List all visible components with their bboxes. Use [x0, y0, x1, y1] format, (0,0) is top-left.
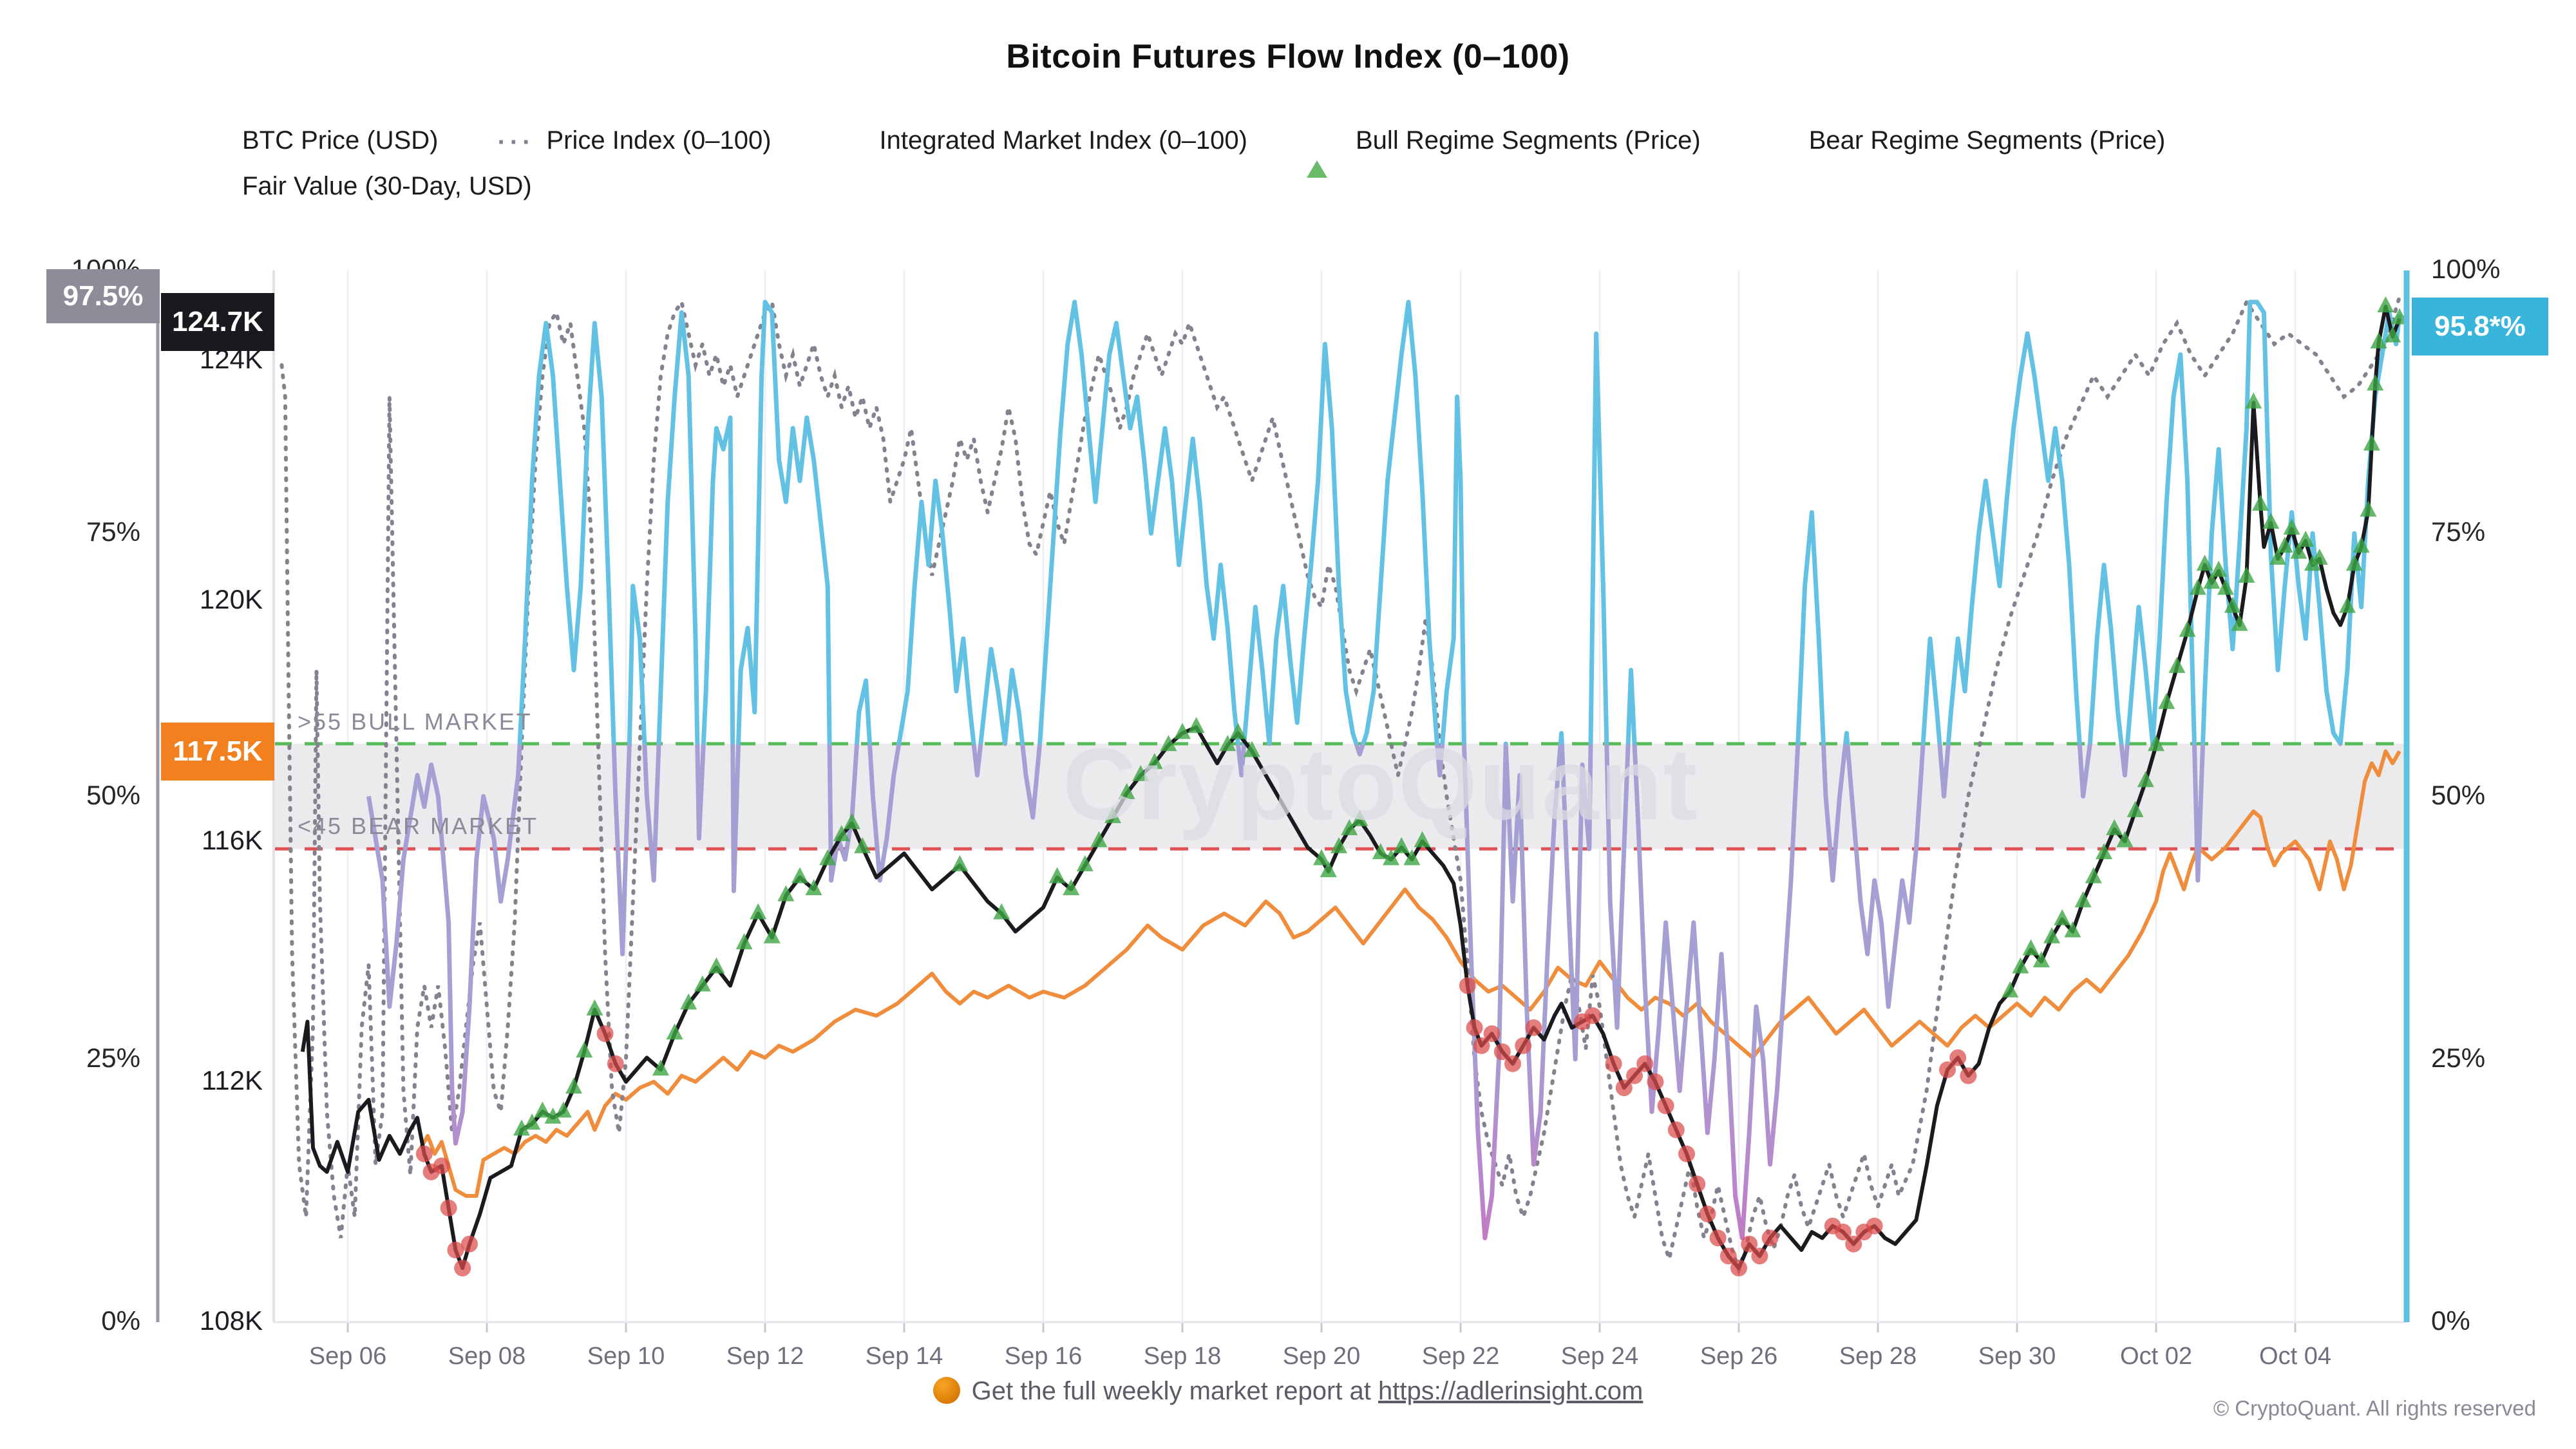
- report-link[interactable]: https://adlerinsight.com: [1378, 1377, 1643, 1405]
- legend-item-btc-price: BTC Price (USD): [193, 126, 438, 155]
- legend-item-label: Price Index (0–100): [546, 126, 772, 155]
- fair-value-line: [419, 749, 2401, 1198]
- right-percent-tick: 25%: [2431, 1042, 2486, 1073]
- right-percent-tick: 0%: [2431, 1305, 2470, 1336]
- legend-item-label: Fair Value (30-Day, USD): [242, 172, 532, 200]
- legend-item-price-index: ··· Price Index (0–100): [497, 126, 771, 155]
- integrated-market-index-line: [366, 299, 2402, 1240]
- orange-dot-icon: [933, 1377, 960, 1405]
- x-axis-tick: Sep 18: [1143, 1343, 1222, 1370]
- x-axis-tick: Sep 10: [587, 1343, 665, 1370]
- right-percent-tick: 75%: [2431, 516, 2486, 547]
- right-percent-tick: 50%: [2431, 779, 2486, 810]
- legend-item-label: Integrated Market Index (0–100): [879, 126, 1247, 155]
- left-percent-tick: 75%: [86, 516, 140, 547]
- legend-item-bear-segments: Bear Regime Segments (Price): [1760, 126, 2166, 155]
- regime-markers: [415, 296, 2408, 1277]
- legend-item-fair-value: Fair Value (30-Day, USD): [193, 172, 532, 201]
- x-axis-tick: Sep 22: [1421, 1343, 1500, 1370]
- x-axis-tick: Sep 26: [1700, 1343, 1778, 1370]
- left-percent-tick: 0%: [101, 1305, 140, 1336]
- x-axis-tick: Sep 08: [448, 1343, 526, 1370]
- bull-threshold-annotation: >55 BULL MARKET: [298, 708, 533, 735]
- price-index-last-badge: 97.5%: [46, 269, 160, 323]
- dotted-line-icon: ···: [497, 128, 535, 156]
- x-axis-tick: Oct 04: [2259, 1343, 2331, 1370]
- legend: BTC Price (USD) ··· Price Index (0–100) …: [193, 126, 2415, 218]
- market-index-last-badge: 95.8*%: [2412, 298, 2548, 355]
- x-axis-tick: Sep 12: [726, 1343, 804, 1370]
- left-percent-tick: 50%: [86, 779, 140, 810]
- legend-row-2: Fair Value (30-Day, USD): [193, 172, 2415, 201]
- cryptoquant-watermark: CryptoQuant: [1063, 728, 1699, 841]
- bear-threshold-annotation: <45 BEAR MARKET: [298, 813, 539, 839]
- left-price-tick: 120K: [199, 584, 263, 615]
- left-price-tick: 108K: [199, 1305, 263, 1336]
- left-price-tick: 112K: [202, 1065, 263, 1095]
- fair-value-last-badge: 117.5K: [161, 723, 274, 781]
- footer-text: Get the full weekly market report at: [971, 1377, 1379, 1405]
- footer-report-banner: Get the full weekly market report at htt…: [0, 1377, 2576, 1406]
- x-axis-tick: Sep 14: [865, 1343, 943, 1370]
- legend-item-market-index: Integrated Market Index (0–100): [831, 126, 1247, 155]
- legend-row-1: BTC Price (USD) ··· Price Index (0–100) …: [193, 126, 2415, 178]
- x-axis-tick: Sep 20: [1282, 1343, 1361, 1370]
- x-axis-tick: Sep 16: [1004, 1343, 1083, 1370]
- left-price-tick: 116K: [202, 824, 263, 855]
- x-axis-tick: Sep 24: [1560, 1343, 1639, 1370]
- price-index-line: [279, 294, 2401, 1276]
- legend-item-label: Bull Regime Segments (Price): [1356, 126, 1701, 155]
- left-percent-tick: 25%: [86, 1042, 140, 1073]
- right-percent-tick: 100%: [2431, 254, 2501, 284]
- btc-price-last-badge: 124.7K: [161, 293, 274, 351]
- copyright-notice: © CryptoQuant. All rights reserved: [2213, 1396, 2536, 1420]
- x-axis-tick: Sep 06: [308, 1343, 387, 1370]
- page-title: Bitcoin Futures Flow Index (0–100): [1006, 38, 1570, 75]
- x-axis-tick: Sep 28: [1839, 1343, 1917, 1370]
- legend-item-bull-segments: Bull Regime Segments (Price): [1307, 126, 1701, 178]
- legend-item-label: BTC Price (USD): [242, 126, 439, 155]
- x-axis-tick: Oct 02: [2120, 1343, 2192, 1370]
- x-axis-tick: Sep 30: [1978, 1343, 2056, 1370]
- legend-item-label: Bear Regime Segments (Price): [1808, 126, 2166, 155]
